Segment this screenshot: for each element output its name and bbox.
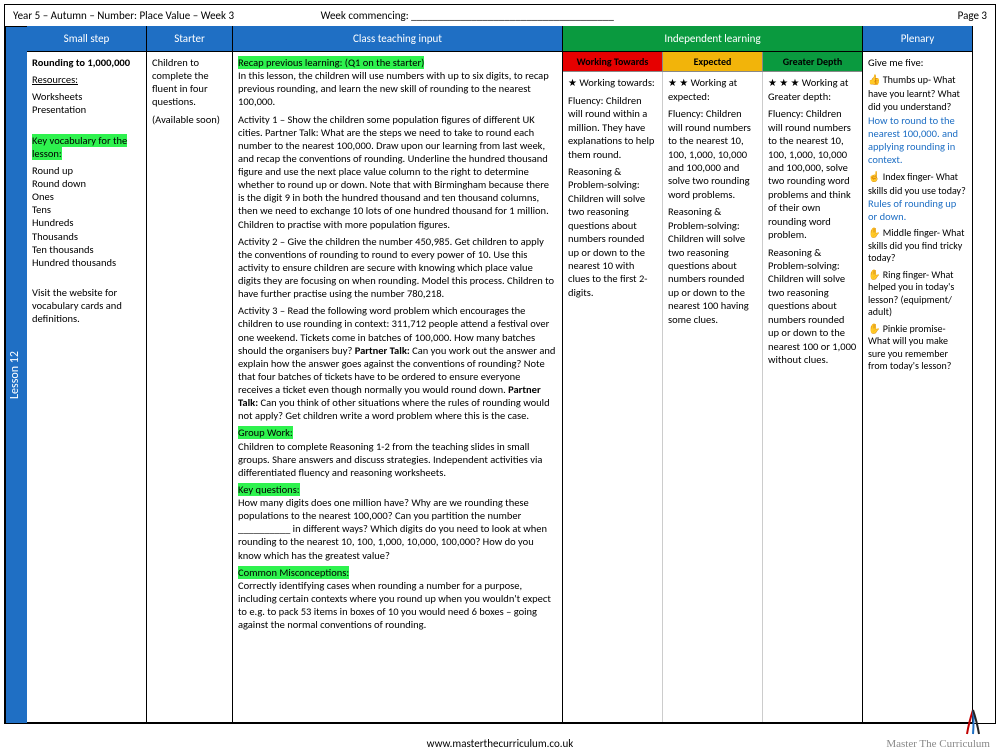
star-icon: ★ ★ <box>668 76 688 89</box>
col-head-independent: Independent learning <box>563 26 863 52</box>
col-head-smallstep: Small step <box>27 26 147 52</box>
header-right: Page 3 <box>731 9 987 22</box>
groupwork-label: Group Work: <box>238 426 293 439</box>
lesson-table: Lesson 12 Small step Starter Class teach… <box>5 26 995 723</box>
vocab-item: Ten thousands <box>32 243 141 256</box>
misconception-text: Correctly identifying cases when roundin… <box>238 579 557 632</box>
table-body-row: Rounding to 1,000,000 Resources: Workshe… <box>27 52 995 723</box>
table-header-row: Small step Starter Class teaching input … <box>27 26 995 52</box>
gd-reason: Reasoning & Problem-solving: Children wi… <box>768 246 857 367</box>
footer-url: www.masterthecurriculum.co.uk <box>0 737 1000 750</box>
vocab-item: Hundreds <box>32 216 141 229</box>
star-icon: ★ ★ ★ <box>768 76 799 89</box>
activity-2: Activity 2 – Give the children the numbe… <box>238 235 557 301</box>
brand-text: Master The Curriculum <box>886 738 990 750</box>
recap-label: Recap previous learning: (Q1 on the star… <box>238 56 424 69</box>
exp-body: ★ ★ Working at expected: Fluency: Childr… <box>663 72 763 722</box>
vocab-note: Visit the website for vocabulary cards a… <box>32 286 141 325</box>
activity-3: Activity 3 – Read the following word pro… <box>238 304 557 422</box>
header-left: Year 5 – Autumn – Number: Place Value – … <box>13 9 321 22</box>
activity-1: Activity 1 – Show the children some popu… <box>238 113 557 231</box>
wt-header: Working Towards <box>563 52 663 72</box>
exp-header: Expected <box>663 52 763 72</box>
independent-cell: Working Towards Expected Greater Depth ★… <box>563 52 863 723</box>
exp-fluency: Fluency: Children will round numbers to … <box>668 107 757 201</box>
vocab-item: Round up <box>32 164 141 177</box>
starter-cell: Children to complete the fluent in four … <box>147 52 233 723</box>
lesson-number-label: Lesson 12 <box>5 26 27 723</box>
resources-label: Resources: <box>32 73 141 86</box>
groupwork-text: Children to complete Reasoning 1-2 from … <box>238 440 557 479</box>
vocab-item: Round down <box>32 177 141 190</box>
star-icon: ★ <box>568 76 577 89</box>
wt-body: ★ Working towards: Fluency: Children wil… <box>563 72 663 722</box>
wt-fluency: Fluency: Children will round within a mi… <box>568 94 657 161</box>
vocab-label: Key vocabulary for the lesson: <box>32 134 127 160</box>
col-head-plenary: Plenary <box>863 26 973 52</box>
lesson-title: Rounding to 1,000,000 <box>32 56 141 69</box>
teaching-intro: In this lesson, the children will use nu… <box>238 69 557 108</box>
vocab-item: Ones <box>32 190 141 203</box>
plenary-ring: ✋ Ring finger- What helped you in today'… <box>868 269 967 319</box>
gd-fluency: Fluency: Children will round numbers to … <box>768 107 857 241</box>
page-header: Year 5 – Autumn – Number: Place Value – … <box>5 5 995 26</box>
teaching-cell: Recap previous learning: (Q1 on the star… <box>233 52 563 723</box>
gd-body: ★ ★ ★ Working at Greater depth: Fluency:… <box>763 72 862 722</box>
vocab-item: Hundred thousands <box>32 256 141 269</box>
smallstep-cell: Rounding to 1,000,000 Resources: Workshe… <box>27 52 147 723</box>
exp-reason: Reasoning & Problem-solving: Children wi… <box>668 205 757 326</box>
lesson-plan-page: Year 5 – Autumn – Number: Place Value – … <box>4 4 996 724</box>
vocab-item: Tens <box>32 203 141 216</box>
plenary-middle: ✋ Middle finger- What skills did you fin… <box>868 227 967 265</box>
resource-item: Presentation <box>32 103 141 116</box>
starter-text: Children to complete the fluent in four … <box>152 56 227 109</box>
col-head-starter: Starter <box>147 26 233 52</box>
brand-logo-icon <box>962 708 984 736</box>
plenary-thumb: 👍 Thumbs up- What have you learnt? What … <box>868 73 967 166</box>
plenary-index: ☝ Index finger- What skills did you use … <box>868 170 967 223</box>
vocab-item: Thousands <box>32 230 141 243</box>
col-head-teaching: Class teaching input <box>233 26 563 52</box>
keyq-label: Key questions: <box>238 483 300 496</box>
misconception-label: Common Misconceptions: <box>238 566 349 579</box>
lesson-grid: Small step Starter Class teaching input … <box>27 26 995 723</box>
plenary-intro: Give me five: <box>868 56 967 69</box>
independent-body: ★ Working towards: Fluency: Children wil… <box>563 72 862 722</box>
header-mid: Week commencing: _______________________… <box>321 9 731 22</box>
wt-reason: Reasoning & Problem-solving: Children wi… <box>568 165 657 299</box>
keyq-text: How many digits does one million have? W… <box>238 496 557 562</box>
gd-header: Greater Depth <box>763 52 862 72</box>
independent-head: Working Towards Expected Greater Depth <box>563 52 862 72</box>
plenary-cell: Give me five: 👍 Thumbs up- What have you… <box>863 52 973 723</box>
plenary-pinkie: ✋ Pinkie promise- What will you make sur… <box>868 323 967 373</box>
resource-item: Worksheets <box>32 90 141 103</box>
starter-avail: (Available soon) <box>152 113 227 126</box>
